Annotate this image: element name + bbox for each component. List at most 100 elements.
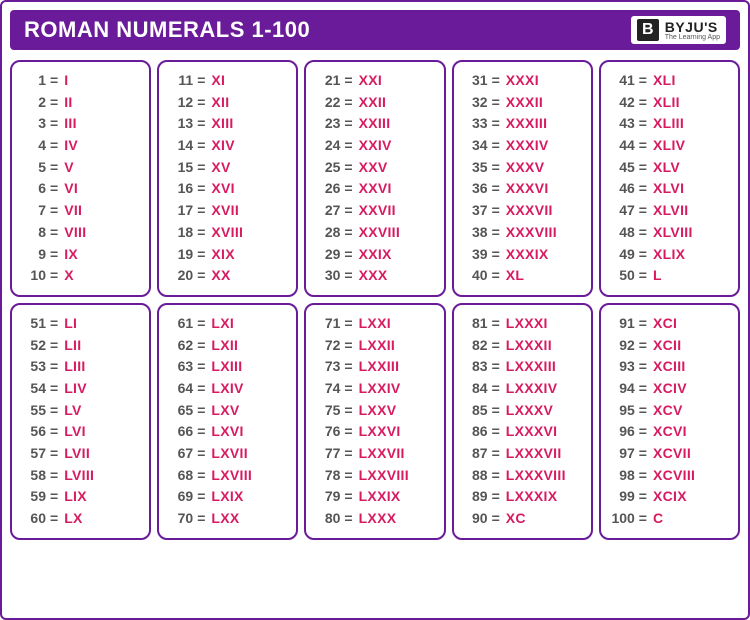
roman-numeral: XXVIII	[359, 222, 400, 244]
roman-numeral: IX	[64, 244, 78, 266]
equals-sign: =	[46, 335, 64, 357]
equals-sign: =	[488, 356, 506, 378]
arabic-number: 44	[607, 135, 635, 157]
roman-numeral: XXXVII	[506, 200, 553, 222]
roman-numeral: XXXV	[506, 157, 545, 179]
numeral-row: 1=I	[18, 70, 143, 92]
numeral-row: 34=XXXIV	[460, 135, 585, 157]
numeral-row: 9=IX	[18, 244, 143, 266]
numeral-row: 25=XXV	[312, 157, 437, 179]
arabic-number: 53	[18, 356, 46, 378]
roman-numeral: XVI	[211, 178, 234, 200]
numeral-row: 96=XCVI	[607, 421, 732, 443]
arabic-number: 87	[460, 443, 488, 465]
arabic-number: 39	[460, 244, 488, 266]
numeral-row: 15=XV	[165, 157, 290, 179]
equals-sign: =	[193, 265, 211, 287]
equals-sign: =	[46, 157, 64, 179]
numeral-box: 81=LXXXI82=LXXXII83=LXXXIII84=LXXXIV85=L…	[452, 303, 593, 540]
equals-sign: =	[340, 443, 358, 465]
numeral-row: 55=LV	[18, 400, 143, 422]
arabic-number: 88	[460, 465, 488, 487]
roman-numeral: LX	[64, 508, 83, 530]
equals-sign: =	[635, 200, 653, 222]
roman-numeral: XLII	[653, 92, 680, 114]
numeral-row: 98=XCVIII	[607, 465, 732, 487]
roman-numeral: LXXIII	[359, 356, 400, 378]
numeral-row: 47=XLVII	[607, 200, 732, 222]
arabic-number: 47	[607, 200, 635, 222]
numeral-row: 26=XXVI	[312, 178, 437, 200]
numeral-row: 31=XXXI	[460, 70, 585, 92]
numeral-row: 22=XXII	[312, 92, 437, 114]
roman-numeral: LXXX	[359, 508, 397, 530]
equals-sign: =	[488, 421, 506, 443]
arabic-number: 48	[607, 222, 635, 244]
numeral-row: 43=XLIII	[607, 113, 732, 135]
equals-sign: =	[488, 400, 506, 422]
arabic-number: 84	[460, 378, 488, 400]
numeral-row: 50=L	[607, 265, 732, 287]
numeral-box: 51=LI52=LII53=LIII54=LIV55=LV56=LVI57=LV…	[10, 303, 151, 540]
roman-numeral: LXVIII	[211, 465, 252, 487]
roman-numeral: LXXIX	[359, 486, 401, 508]
equals-sign: =	[46, 178, 64, 200]
numeral-row: 61=LXI	[165, 313, 290, 335]
equals-sign: =	[46, 92, 64, 114]
equals-sign: =	[193, 135, 211, 157]
equals-sign: =	[488, 443, 506, 465]
roman-numeral: XCII	[653, 335, 681, 357]
roman-numeral: XIV	[211, 135, 234, 157]
arabic-number: 59	[18, 486, 46, 508]
roman-numeral: LXXXIV	[506, 378, 558, 400]
equals-sign: =	[488, 313, 506, 335]
arabic-number: 28	[312, 222, 340, 244]
equals-sign: =	[46, 113, 64, 135]
equals-sign: =	[46, 135, 64, 157]
arabic-number: 66	[165, 421, 193, 443]
roman-numeral: XVIII	[211, 222, 243, 244]
roman-numeral: LXXVI	[359, 421, 401, 443]
arabic-number: 49	[607, 244, 635, 266]
arabic-number: 19	[165, 244, 193, 266]
roman-numeral: XII	[211, 92, 229, 114]
arabic-number: 74	[312, 378, 340, 400]
roman-numeral: LXXXVI	[506, 421, 558, 443]
roman-numeral: XXXVI	[506, 178, 549, 200]
numeral-row: 88=LXXXVIII	[460, 465, 585, 487]
numeral-row: 44=XLIV	[607, 135, 732, 157]
equals-sign: =	[488, 178, 506, 200]
roman-numeral: XXI	[359, 70, 382, 92]
equals-sign: =	[488, 378, 506, 400]
roman-numeral: IV	[64, 135, 78, 157]
numeral-row: 94=XCIV	[607, 378, 732, 400]
roman-numeral: LXXIV	[359, 378, 401, 400]
equals-sign: =	[340, 465, 358, 487]
roman-numeral: LIV	[64, 378, 87, 400]
roman-numeral: XCVI	[653, 421, 687, 443]
roman-numeral: XCVII	[653, 443, 691, 465]
equals-sign: =	[340, 335, 358, 357]
arabic-number: 51	[18, 313, 46, 335]
roman-numeral: XCV	[653, 400, 683, 422]
arabic-number: 90	[460, 508, 488, 530]
equals-sign: =	[193, 313, 211, 335]
numeral-row: 8=VIII	[18, 222, 143, 244]
numeral-row: 90=XC	[460, 508, 585, 530]
arabic-number: 73	[312, 356, 340, 378]
numeral-row: 79=LXXIX	[312, 486, 437, 508]
arabic-number: 6	[18, 178, 46, 200]
arabic-number: 96	[607, 421, 635, 443]
numeral-row: 86=LXXXVI	[460, 421, 585, 443]
numeral-row: 32=XXXII	[460, 92, 585, 114]
roman-numeral: XLIX	[653, 244, 685, 266]
equals-sign: =	[340, 135, 358, 157]
numeral-row: 18=XVIII	[165, 222, 290, 244]
arabic-number: 22	[312, 92, 340, 114]
numeral-row: 17=XVII	[165, 200, 290, 222]
numeral-row: 95=XCV	[607, 400, 732, 422]
arabic-number: 24	[312, 135, 340, 157]
numeral-box: 1=I2=II3=III4=IV5=V6=VI7=VII8=VIII9=IX10…	[10, 60, 151, 297]
arabic-number: 15	[165, 157, 193, 179]
numeral-row: 39=XXXIX	[460, 244, 585, 266]
